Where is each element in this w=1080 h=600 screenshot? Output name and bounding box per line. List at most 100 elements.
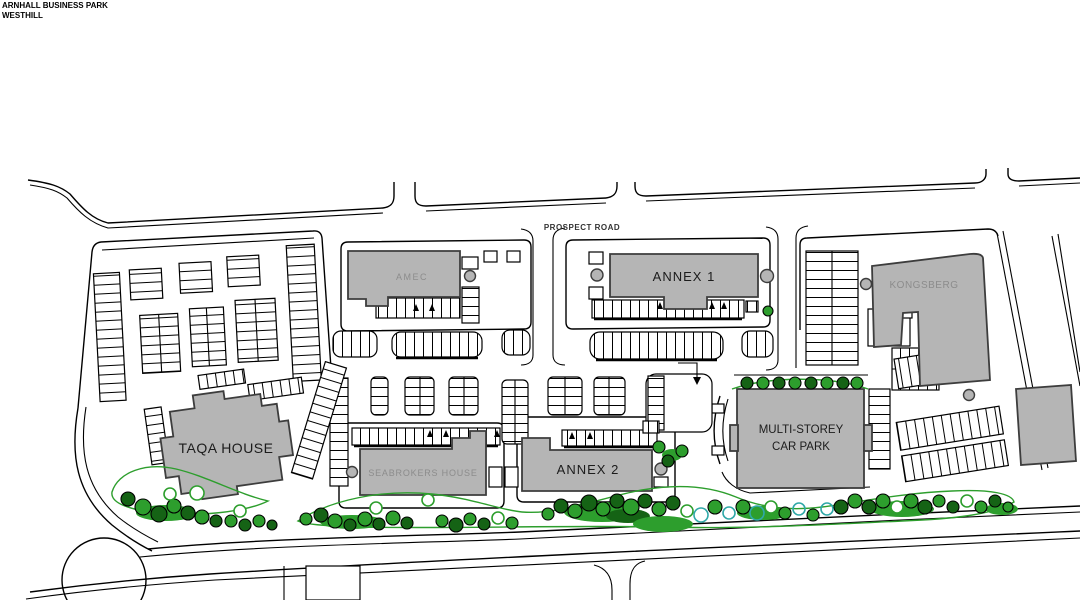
tree-icon bbox=[266, 519, 278, 531]
tree-icon bbox=[150, 505, 168, 523]
plan-title-line2: WESTHILL bbox=[2, 11, 43, 20]
tree-icon bbox=[233, 504, 247, 518]
tree-icon bbox=[1002, 501, 1014, 513]
bay-marker-icon bbox=[657, 302, 663, 309]
tree-icon bbox=[238, 518, 252, 532]
taqa-house-label: TAQA HOUSE bbox=[179, 440, 274, 456]
tree-icon bbox=[735, 499, 751, 515]
tree-icon bbox=[762, 305, 774, 317]
tree-icon bbox=[806, 508, 820, 522]
landscaping bbox=[111, 305, 1018, 533]
tree-icon bbox=[252, 514, 266, 528]
tree-icon bbox=[974, 500, 988, 514]
tree-icon bbox=[988, 494, 1002, 508]
amec-label: AMEC bbox=[396, 272, 428, 282]
tree-icon bbox=[722, 506, 736, 520]
bay-marker-icon bbox=[721, 302, 727, 309]
prospect-road-label: PROSPECT ROAD bbox=[544, 223, 620, 232]
tree-icon bbox=[778, 506, 792, 520]
building-multi-storey-car-park bbox=[729, 388, 873, 489]
tree-icon bbox=[788, 376, 802, 390]
tree-icon bbox=[932, 494, 946, 508]
bay-marker-icon bbox=[429, 304, 435, 311]
tree-icon bbox=[163, 487, 177, 501]
building-annex2 bbox=[521, 437, 669, 492]
tree-icon bbox=[541, 507, 555, 521]
tree-icon bbox=[477, 517, 491, 531]
kongsberg-label: KONGSBERG bbox=[890, 280, 959, 291]
tree-icon bbox=[313, 507, 329, 523]
tree-icon bbox=[836, 376, 850, 390]
tree-icon bbox=[299, 512, 313, 526]
tree-icon bbox=[820, 502, 834, 516]
shrub-icon bbox=[633, 516, 693, 532]
building-kongsberg bbox=[859, 252, 991, 402]
building-seabrokers-house bbox=[345, 430, 519, 496]
tree-icon bbox=[209, 514, 223, 528]
bay-marker-icon bbox=[587, 432, 593, 439]
bay-marker-icon bbox=[569, 432, 575, 439]
tree-icon bbox=[400, 516, 414, 530]
tree-icon bbox=[792, 502, 806, 516]
seabrokers-house-label: SEABROKERS HOUSE bbox=[368, 468, 477, 478]
tree-icon bbox=[740, 376, 754, 390]
annex2-label: ANNEX 2 bbox=[557, 462, 620, 477]
bay-marker-icon bbox=[413, 304, 419, 311]
tree-icon bbox=[946, 500, 960, 514]
tree-icon bbox=[194, 509, 210, 525]
tree-icon bbox=[875, 493, 891, 509]
tree-icon bbox=[595, 501, 611, 517]
tree-icon bbox=[622, 498, 640, 516]
tree-icon bbox=[680, 504, 694, 518]
tree-icon bbox=[553, 498, 569, 514]
tree-icon bbox=[804, 376, 818, 390]
tree-icon bbox=[960, 494, 974, 508]
parking-south-strips bbox=[290, 360, 660, 487]
tree-icon bbox=[850, 376, 864, 390]
tree-icon bbox=[134, 498, 152, 516]
tree-icon bbox=[343, 518, 357, 532]
tree-icon bbox=[180, 505, 196, 521]
tree-icon bbox=[357, 511, 373, 527]
tree-icon bbox=[609, 493, 625, 509]
tree-icon bbox=[448, 517, 464, 533]
tree-icon bbox=[833, 499, 849, 515]
bottom-plot-outline bbox=[305, 565, 361, 600]
tree-icon bbox=[665, 495, 681, 511]
tree-icon bbox=[917, 499, 933, 515]
parking-amec-block bbox=[375, 250, 521, 324]
tree-symbols bbox=[120, 305, 1014, 533]
building-annex1 bbox=[590, 253, 775, 310]
roundabout bbox=[61, 537, 147, 600]
tree-icon bbox=[764, 500, 778, 514]
parking-middle-islands bbox=[332, 329, 774, 445]
bay-marker-icon bbox=[443, 430, 449, 437]
bay-marker-icon bbox=[709, 302, 715, 309]
tree-icon bbox=[637, 493, 653, 509]
building-amec-entrance-marker bbox=[463, 269, 477, 283]
tree-icon bbox=[675, 444, 689, 458]
car-park-label-line2: CAR PARK bbox=[772, 441, 830, 453]
tree-icon bbox=[505, 516, 519, 530]
bay-marker-icon bbox=[427, 430, 433, 437]
tree-icon bbox=[820, 376, 834, 390]
tree-icon bbox=[772, 376, 786, 390]
tree-icon bbox=[651, 501, 667, 517]
tree-icon bbox=[890, 500, 904, 514]
tree-icon bbox=[847, 493, 863, 509]
tree-icon bbox=[756, 376, 770, 390]
tree-icon bbox=[567, 503, 583, 519]
tree-icon bbox=[861, 499, 877, 515]
bay-marker-icon bbox=[494, 430, 500, 437]
flow-arrow bbox=[693, 377, 701, 385]
building-taqa-house bbox=[159, 390, 295, 501]
tree-icon bbox=[903, 493, 919, 509]
tree-icon bbox=[120, 491, 136, 507]
tree-icon bbox=[327, 513, 343, 529]
tree-icon bbox=[369, 501, 383, 515]
tree-icon bbox=[385, 510, 401, 526]
parking-left-lot bbox=[92, 243, 322, 403]
tree-icon bbox=[652, 440, 666, 454]
